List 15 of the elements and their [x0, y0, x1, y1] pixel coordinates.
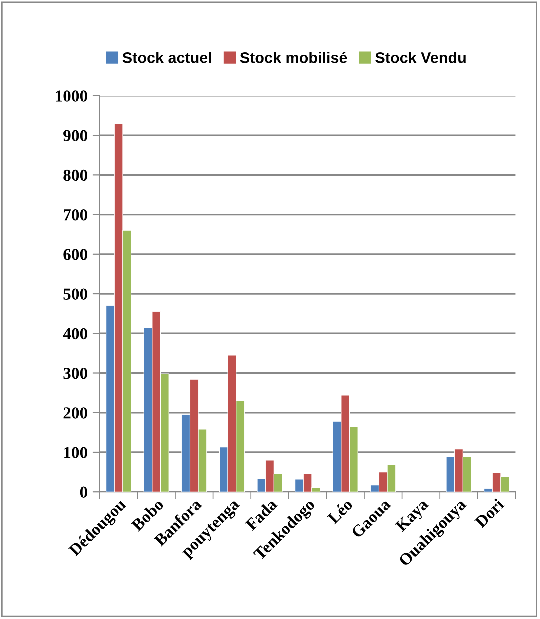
x-tick-label: Léo	[326, 498, 354, 525]
y-tick-label: 400	[63, 328, 88, 340]
y-tick-label: 200	[64, 408, 88, 419]
y-tick-label: 700	[64, 209, 88, 221]
y-tick-label: 500	[64, 288, 88, 300]
y-tick-label: 900	[64, 130, 88, 142]
y-tick-label: 1000	[56, 90, 88, 102]
y-tick-label: 0	[80, 486, 88, 498]
y-tick-label: 600	[64, 249, 88, 260]
y-tick-label: 800	[64, 170, 88, 182]
legend-label: Stock Vendu	[376, 52, 466, 64]
legend-label: Stock actuel	[122, 52, 212, 64]
y-tick-label: 300	[64, 368, 88, 380]
y-tick-label: 100	[64, 447, 88, 458]
legend-label: Stock mobilisé	[240, 52, 348, 64]
